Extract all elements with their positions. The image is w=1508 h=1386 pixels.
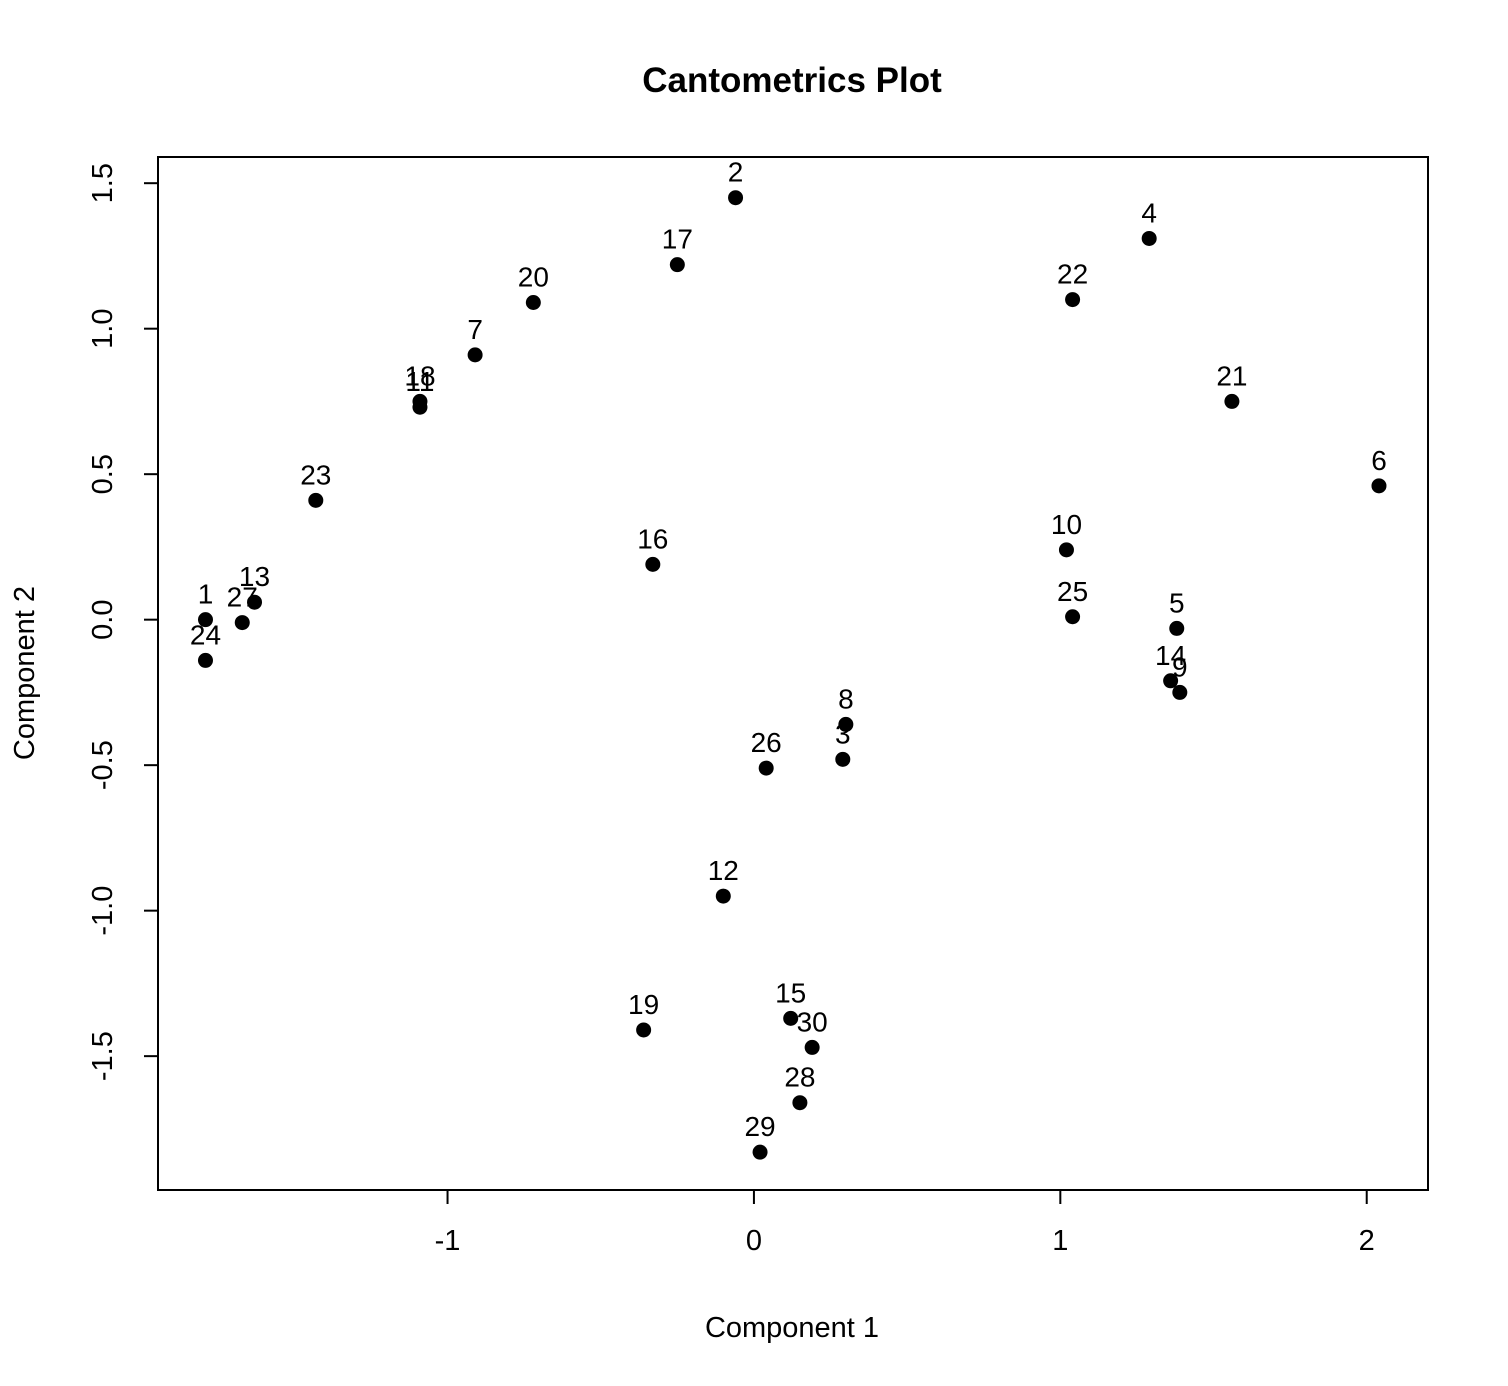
point-label-24: 24	[190, 619, 221, 650]
point-label-28: 28	[784, 1062, 815, 1093]
x-tick-label: -1	[435, 1225, 461, 1257]
point-label-9: 9	[1172, 651, 1188, 682]
x-axis-label: Component 1	[705, 1312, 879, 1344]
y-tick-label: 1.5	[87, 163, 119, 203]
point-30	[804, 1039, 820, 1055]
point-19	[636, 1022, 652, 1038]
point-label-8: 8	[838, 683, 854, 714]
point-label-23: 23	[300, 459, 331, 490]
point-12	[715, 888, 731, 904]
point-6	[1371, 478, 1387, 494]
point-label-17: 17	[662, 224, 693, 255]
point-27	[234, 615, 250, 631]
point-8	[838, 716, 854, 732]
point-10	[1058, 542, 1074, 558]
point-18	[412, 393, 428, 409]
point-14	[1163, 673, 1179, 689]
point-13	[247, 594, 263, 610]
point-7	[467, 347, 483, 363]
point-4	[1141, 230, 1157, 246]
y-tick-label: 0.0	[87, 600, 119, 640]
x-tick-label: 2	[1359, 1225, 1375, 1257]
point-label-20: 20	[518, 261, 549, 292]
point-label-26: 26	[751, 727, 782, 758]
data-points	[197, 190, 1387, 1160]
point-label-6: 6	[1371, 445, 1387, 476]
y-axis-label: Component 2	[9, 586, 41, 760]
y-tick-label: 0.5	[87, 454, 119, 494]
x-tick-label: 1	[1052, 1225, 1068, 1257]
point-17	[669, 257, 685, 273]
point-label-14: 14	[1155, 640, 1186, 671]
point-label-29: 29	[744, 1111, 775, 1142]
point-label-21: 21	[1216, 360, 1247, 391]
point-label-12: 12	[708, 855, 739, 886]
point-16	[645, 556, 661, 572]
point-label-7: 7	[467, 314, 483, 345]
x-axis: -1 0 1 2	[435, 1189, 1375, 1257]
point-label-1: 1	[198, 579, 214, 610]
point-22	[1065, 292, 1081, 308]
point-label-27: 27	[227, 582, 258, 613]
x-tick-label: 0	[746, 1225, 762, 1257]
point-1	[197, 612, 213, 628]
point-label-10: 10	[1051, 509, 1082, 540]
point-label-13: 13	[239, 561, 270, 592]
point-label-25: 25	[1057, 576, 1088, 607]
point-label-18: 18	[404, 360, 435, 391]
point-label-5: 5	[1169, 587, 1185, 618]
point-25	[1065, 609, 1081, 625]
point-label-22: 22	[1057, 259, 1088, 290]
y-tick-label: -1.0	[87, 886, 119, 936]
point-23	[308, 492, 324, 508]
point-3	[835, 751, 851, 767]
point-label-15: 15	[775, 977, 806, 1008]
point-28	[792, 1095, 808, 1111]
point-5	[1169, 620, 1185, 636]
point-label-30: 30	[797, 1006, 828, 1037]
point-9	[1172, 684, 1188, 700]
point-label-2: 2	[728, 157, 744, 188]
chart-title: Cantometrics Plot	[642, 61, 942, 100]
point-labels: 1234567891011121314151617181920212223242…	[190, 157, 1387, 1142]
point-29	[752, 1144, 768, 1160]
plot-frame	[157, 156, 1429, 1191]
y-tick-label: -0.5	[87, 740, 119, 790]
y-tick-label: -1.5	[87, 1031, 119, 1081]
point-21	[1224, 393, 1240, 409]
point-24	[197, 652, 213, 668]
y-tick-label: 1.0	[87, 309, 119, 349]
point-label-3: 3	[835, 718, 851, 749]
point-label-16: 16	[637, 523, 668, 554]
point-label-19: 19	[628, 989, 659, 1020]
y-axis: -1.5 -1.0 -0.5 0.0 0.5 1.0 1.5	[87, 163, 159, 1081]
point-label-11: 11	[405, 366, 434, 397]
point-26	[758, 760, 774, 776]
point-2	[728, 190, 744, 206]
point-15	[783, 1010, 799, 1026]
point-20	[525, 294, 541, 310]
point-label-4: 4	[1141, 197, 1157, 228]
